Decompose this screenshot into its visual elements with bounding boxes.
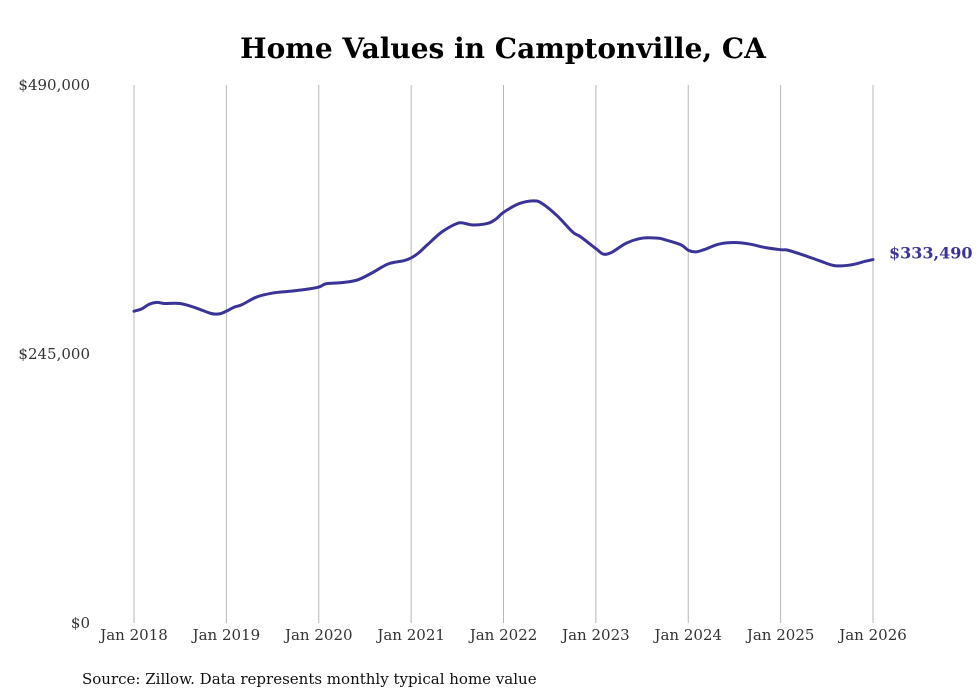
x-axis-tick-labels: Jan 2018 Jan 2019 Jan 2020 Jan 2021 Jan 2022… (98, 626, 907, 644)
y-tick-label-245000: $245,000 (18, 345, 90, 363)
y-tick-label-0: $0 (71, 614, 90, 632)
y-axis-tick-labels: $0 $245,000 $490,000 (18, 76, 90, 632)
x-tick-label-2026: Jan 2026 (837, 626, 907, 644)
x-tick-label-2025: Jan 2025 (745, 626, 815, 644)
x-tick-label-2023: Jan 2023 (560, 626, 630, 644)
x-tick-label-2021: Jan 2021 (375, 626, 445, 644)
y-tick-label-490000: $490,000 (18, 76, 90, 94)
x-tick-label-2018: Jan 2018 (98, 626, 168, 644)
chart-title: Home Values in Camptonville, CA (240, 32, 767, 65)
home-value-line (132, 199, 875, 316)
vertical-gridlines (133, 85, 874, 623)
x-tick-label-2019: Jan 2019 (191, 626, 261, 644)
source-note: Source: Zillow. Data represents monthly … (82, 670, 537, 688)
latest-value-label: $333,490 (889, 244, 973, 263)
x-tick-label-2024: Jan 2024 (652, 626, 722, 644)
x-tick-label-2020: Jan 2020 (283, 626, 353, 644)
x-tick-label-2022: Jan 2022 (468, 626, 538, 644)
